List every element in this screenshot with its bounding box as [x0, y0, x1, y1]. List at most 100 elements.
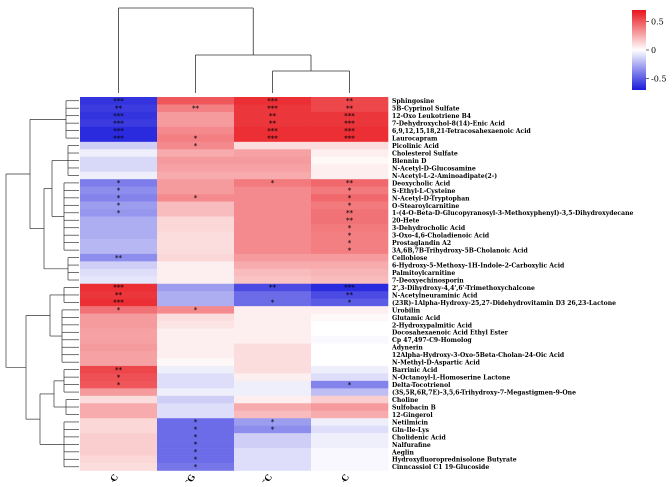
heatmap-cell	[80, 186, 158, 195]
significance-mark: **	[269, 120, 277, 128]
heatmap-cell	[234, 463, 312, 471]
significance-mark: *	[348, 232, 352, 240]
significance-mark: *	[348, 247, 352, 255]
row-label: O-Stearoylcarnitine	[392, 203, 459, 210]
heatmap-cell	[80, 403, 158, 412]
row-label: 12Alpha-Hydroxy-3-Oxo-5Beta-Cholan-24-Oi…	[392, 352, 565, 359]
significance-mark: *	[348, 224, 352, 232]
heatmap-cell	[234, 306, 312, 314]
heatmap-cell	[234, 194, 312, 202]
significance-mark: ***	[267, 135, 278, 143]
heatmap-cell	[234, 358, 312, 367]
heatmap-cell	[80, 171, 158, 180]
significance-mark: *	[194, 449, 198, 457]
row-label: Netilmicin	[392, 419, 429, 426]
heatmap-cell	[234, 223, 312, 232]
heatmap-cell	[80, 365, 158, 374]
heatmap-cell	[311, 410, 389, 419]
significance-mark: ***	[113, 284, 124, 292]
heatmap-cell	[80, 380, 158, 389]
row-label: Cellobiose	[392, 255, 427, 262]
significance-mark: *	[348, 195, 352, 203]
legend-tick-label: 0.5	[651, 17, 664, 26]
row-label: N-Acetylneuraminic Acid	[392, 292, 478, 299]
column-label: TC	[260, 473, 275, 482]
heatmap-cell	[311, 343, 389, 352]
heatmap-cell	[80, 321, 158, 329]
heatmap-cell	[234, 291, 312, 299]
heatmap-cell	[234, 410, 312, 419]
significance-mark: **	[192, 105, 200, 113]
heatmap-cell	[80, 328, 158, 337]
heatmap-cell	[311, 231, 389, 240]
heatmap-cell	[80, 194, 158, 202]
heatmap-cell	[80, 231, 158, 240]
significance-mark: **	[346, 180, 354, 188]
heatmap-cell	[80, 149, 158, 158]
significance-mark: ***	[113, 299, 124, 307]
row-label: (23R)-1Alpha-Hydroxy-25,27-Didehydrovita…	[392, 300, 616, 307]
significance-mark: *	[117, 307, 121, 315]
row-label: Barrinic Acid	[392, 367, 438, 374]
heatmap-cell	[80, 276, 158, 285]
heatmap-cell	[234, 336, 312, 344]
row-label: N-Methyl-D-Aspartic Acid	[392, 360, 481, 367]
row-label: Docosahexaenoic Acid Ethyl Ester	[392, 330, 509, 337]
row-label: Cinncassiol C1 19-Glucoside	[392, 464, 489, 471]
heatmap-cell	[157, 149, 235, 158]
heatmap-cell	[311, 448, 389, 456]
heatmap-cell	[234, 268, 312, 277]
heatmap-cell	[311, 186, 389, 195]
heatmap-cell	[311, 313, 389, 322]
significance-mark: *	[117, 374, 121, 382]
heatmap-cell	[311, 380, 389, 389]
significance-mark: **	[346, 105, 354, 113]
row-label: N-Acetyl-L-2-Aminoadipate(2-)	[392, 173, 497, 180]
heatmap-cell	[157, 164, 235, 172]
row-label: 3A,6B,7B-Trihydroxy-5B-Cholanoic Acid	[392, 248, 528, 255]
heatmap-cell	[311, 253, 389, 262]
significance-marks: *** *** **** ** *** ***** ** ****** ** ****** *** *…	[113, 97, 355, 471]
row-label: Glutamic Acid	[392, 315, 441, 322]
heatmap-cell	[234, 104, 312, 113]
significance-mark: **	[115, 366, 123, 374]
heatmap-cell	[80, 111, 158, 120]
row-label: N-Octanoyl-L-Homoserine Lactone	[392, 375, 510, 382]
heatmap-cell	[234, 246, 312, 255]
heatmap-cell	[80, 448, 158, 456]
heatmap-cell	[311, 164, 389, 172]
heatmap-cell	[157, 283, 235, 292]
heatmap-cell	[157, 313, 235, 322]
heatmap-cell	[157, 373, 235, 382]
heatmap-cell	[157, 425, 235, 434]
heatmap-cell	[157, 365, 235, 374]
heatmap-cell	[234, 209, 312, 217]
heatmap-cell	[234, 321, 312, 329]
heatmap-cell	[234, 201, 312, 210]
heatmap-cell	[234, 433, 312, 441]
significance-mark: ***	[113, 112, 124, 120]
heatmap-cell	[80, 141, 158, 150]
significance-mark: *	[194, 307, 198, 315]
heatmap-cell	[80, 238, 158, 247]
significance-mark: *	[348, 239, 352, 247]
heatmap-cell	[157, 463, 235, 471]
heatmap-cell	[80, 418, 158, 426]
heatmap-cell	[80, 433, 158, 441]
heatmap-cell	[311, 418, 389, 426]
heatmap-cell	[311, 306, 389, 314]
heatmap-cell	[157, 134, 235, 143]
significance-mark: *	[117, 187, 121, 195]
heatmap-cell	[234, 276, 312, 285]
heatmap-cell	[311, 141, 389, 150]
heatmap-cell	[157, 276, 235, 285]
heatmap-cell	[311, 403, 389, 412]
heatmap-cell	[311, 134, 389, 143]
significance-mark: *	[348, 381, 352, 389]
row-label: Urobilin	[392, 307, 421, 314]
heatmap-cell	[80, 201, 158, 210]
row-label: 12-Oxo Leukotriene B4	[392, 113, 471, 120]
significance-mark: *	[117, 180, 121, 188]
heatmap-cell	[157, 216, 235, 225]
